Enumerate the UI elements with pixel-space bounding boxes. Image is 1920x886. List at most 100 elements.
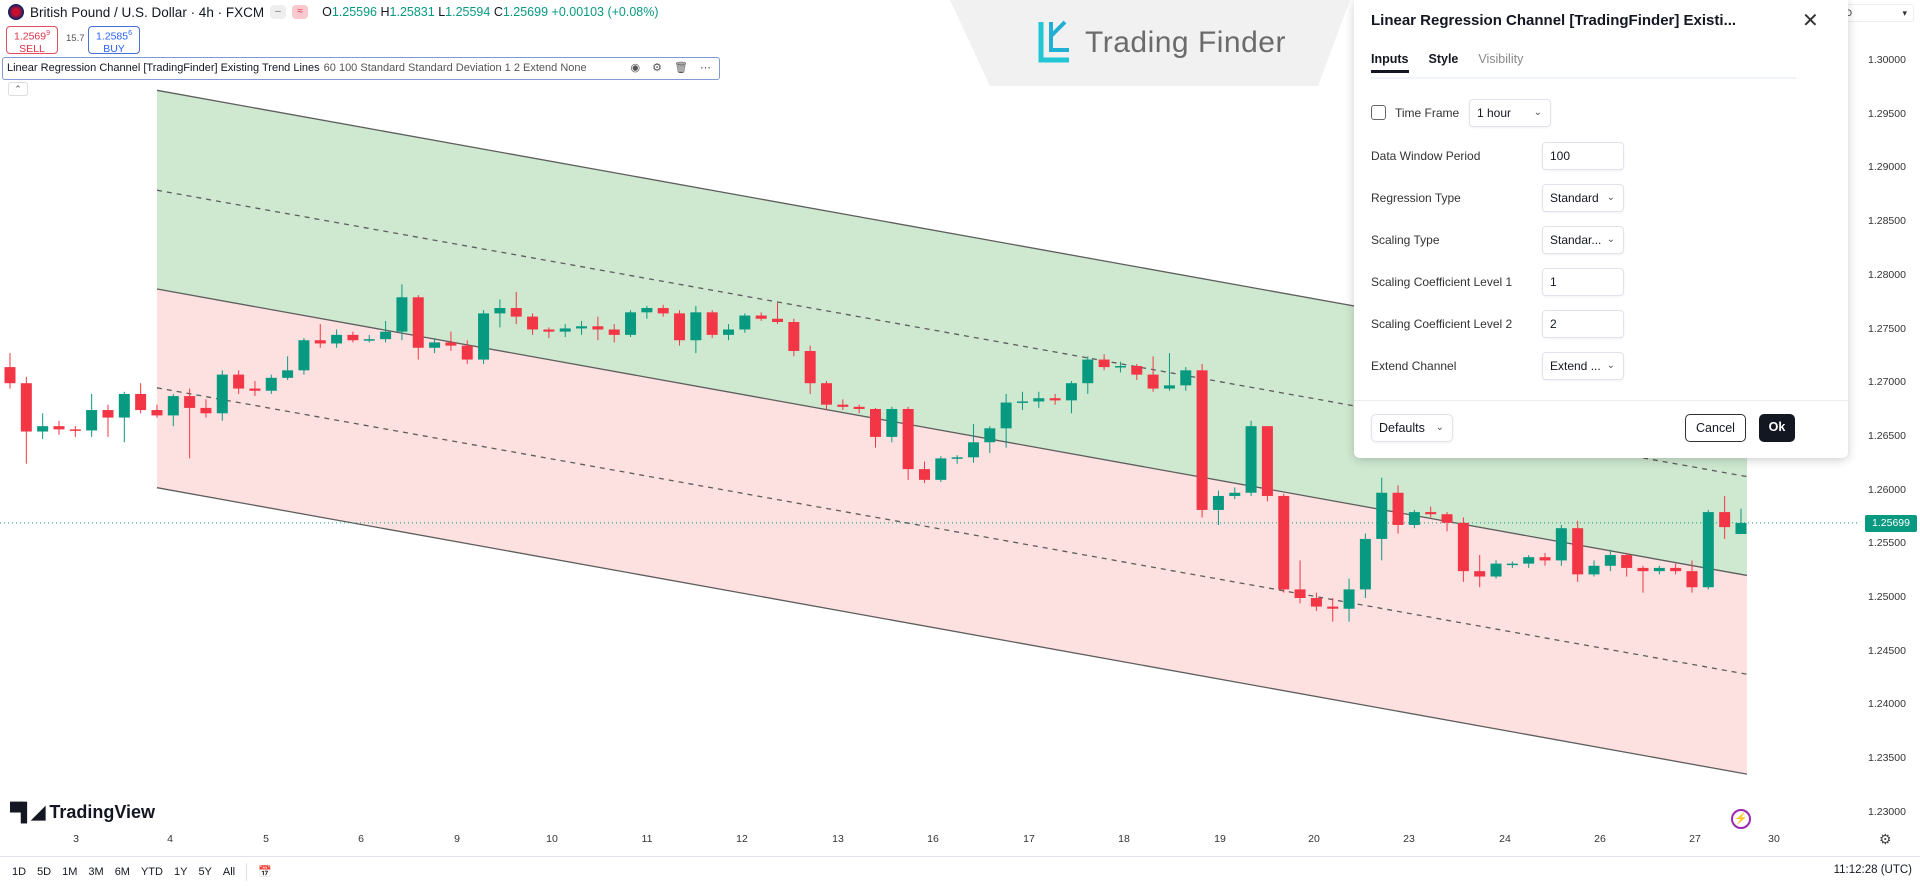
candle-body (429, 342, 441, 348)
current-price-tag: 1.25699 (1865, 515, 1917, 532)
range-button[interactable]: 1Y (173, 865, 188, 878)
eye-icon[interactable]: ◉ (630, 62, 641, 74)
candle-body (1555, 528, 1567, 561)
candle-body (1065, 383, 1077, 401)
tab-divider (1371, 77, 1796, 79)
candle-body (118, 393, 130, 418)
footer-divider (1354, 400, 1848, 401)
range-button[interactable]: All (222, 865, 236, 878)
candle-body (1408, 512, 1420, 525)
candle-body (641, 308, 653, 313)
price-chart[interactable] (0, 0, 1920, 856)
candle-body (527, 316, 539, 330)
range-button[interactable]: 5D (37, 865, 52, 878)
field-label: Extend Channel (1371, 359, 1457, 373)
price-tick-label: 1.25000 (1868, 591, 1906, 603)
tab-style[interactable]: Style (1428, 52, 1459, 66)
time-tick-label: 30 (1768, 833, 1780, 845)
candle-body (1016, 401, 1028, 403)
candle-body (1702, 512, 1714, 588)
candle-body (135, 393, 147, 411)
ok-button[interactable]: Ok (1759, 414, 1795, 442)
range-button[interactable]: 3M (88, 865, 104, 878)
price-axis[interactable] (1860, 0, 1920, 856)
candle-body (869, 408, 881, 437)
field-input[interactable]: 2 (1542, 310, 1624, 338)
symbol-title[interactable]: British Pound / U.S. Dollar · 4h · FXCM (30, 4, 265, 20)
candle-body (233, 374, 245, 389)
time-tick-label: 3 (73, 833, 79, 845)
field-input[interactable]: 100 (1542, 142, 1624, 170)
candle-body (706, 312, 718, 335)
candle-body (739, 315, 751, 330)
time-frame-select[interactable]: 1 hour ⌄ (1469, 99, 1551, 127)
clock[interactable]: 11:12:28 (UTC) (1833, 864, 1912, 876)
price-tick-label: 1.24000 (1868, 698, 1906, 711)
range-button[interactable]: 5Y (198, 865, 212, 878)
defaults-button[interactable]: Defaults ⌄ (1371, 414, 1453, 442)
candle-body (1310, 598, 1322, 607)
close-icon[interactable]: ✕ (1802, 10, 1819, 32)
field-select[interactable]: Standar... ⌄ (1542, 226, 1624, 254)
go-to-date-icon[interactable]: 📅 (258, 866, 272, 878)
field-select[interactable]: Standard ⌄ (1542, 184, 1624, 212)
price-tick-label: 1.28000 (1868, 268, 1906, 281)
range-button[interactable]: YTD (140, 865, 163, 878)
candle-body (788, 321, 800, 351)
settings-icon[interactable]: ⚙ (652, 62, 663, 74)
candle-body (1621, 555, 1633, 568)
lightning-icon[interactable]: ⚡ (1731, 809, 1751, 829)
candle-body (102, 410, 114, 418)
tradingview-logo[interactable]: ▀▌◢ TradingView (10, 802, 156, 822)
candle-body (674, 313, 686, 341)
watermark-banner (950, 0, 1350, 86)
buy-button[interactable]: 1.25856 BUY (88, 26, 140, 55)
more-icon[interactable]: ⋯ (700, 62, 711, 74)
candle-body (1180, 370, 1192, 386)
price-tick-label: 1.23500 (1868, 752, 1906, 765)
candle-body (151, 410, 163, 416)
range-button[interactable]: 6M (114, 865, 130, 878)
candle-body (478, 313, 490, 360)
collapse-legend-button[interactable]: ⌃ (8, 82, 28, 96)
indicator-settings-dialog: Linear Regression Channel [TradingFinder… (1354, 0, 1848, 458)
channel-upper-fill (156, 90, 1747, 576)
candle-body (690, 312, 702, 341)
chevron-down-icon: ⌄ (1606, 234, 1615, 245)
candle-body (804, 350, 816, 384)
candle-body (20, 383, 32, 432)
cancel-button[interactable]: Cancel (1685, 414, 1746, 442)
minus-icon[interactable]: – (270, 5, 287, 19)
sell-button[interactable]: 1.25699 SELL (6, 26, 58, 55)
candle-body (86, 410, 98, 431)
trash-icon[interactable]: 🗑 (674, 62, 688, 74)
indicator-name: Linear Regression Channel [TradingFinder… (7, 62, 320, 74)
axis-settings-icon[interactable]: ⚙ (1879, 831, 1892, 847)
range-button[interactable]: 1M (62, 865, 78, 878)
candle-body (265, 377, 277, 391)
field-select[interactable]: Extend ... ⌄ (1542, 352, 1624, 380)
candle-body (1245, 426, 1257, 493)
time-frame-label: Time Frame (1395, 106, 1460, 120)
field-input[interactable]: 1 (1542, 268, 1624, 296)
candle-body (1637, 567, 1649, 572)
candle-body (1212, 495, 1224, 510)
tab-inputs[interactable]: Inputs (1371, 52, 1409, 73)
candle-body (1098, 359, 1110, 368)
time-tick-label: 27 (1689, 833, 1701, 845)
candle-body (723, 329, 735, 335)
candle-body (625, 312, 637, 335)
time-tick-label: 24 (1499, 833, 1511, 845)
candle-body (1474, 571, 1486, 577)
candle-body (608, 329, 620, 335)
field-label: Scaling Type (1371, 233, 1440, 247)
candle-body (935, 458, 947, 480)
indicator-legend[interactable]: Linear Regression Channel [TradingFinder… (2, 57, 720, 80)
range-button[interactable]: 1D (12, 865, 27, 878)
time-tick-label: 18 (1118, 833, 1130, 845)
tab-visibility[interactable]: Visibility (1478, 52, 1524, 66)
channel-lower-fill (156, 289, 1747, 775)
price-tick-label: 1.29500 (1868, 107, 1906, 120)
time-frame-checkbox[interactable] (1371, 105, 1386, 120)
approx-icon[interactable]: ≈ (292, 5, 309, 19)
